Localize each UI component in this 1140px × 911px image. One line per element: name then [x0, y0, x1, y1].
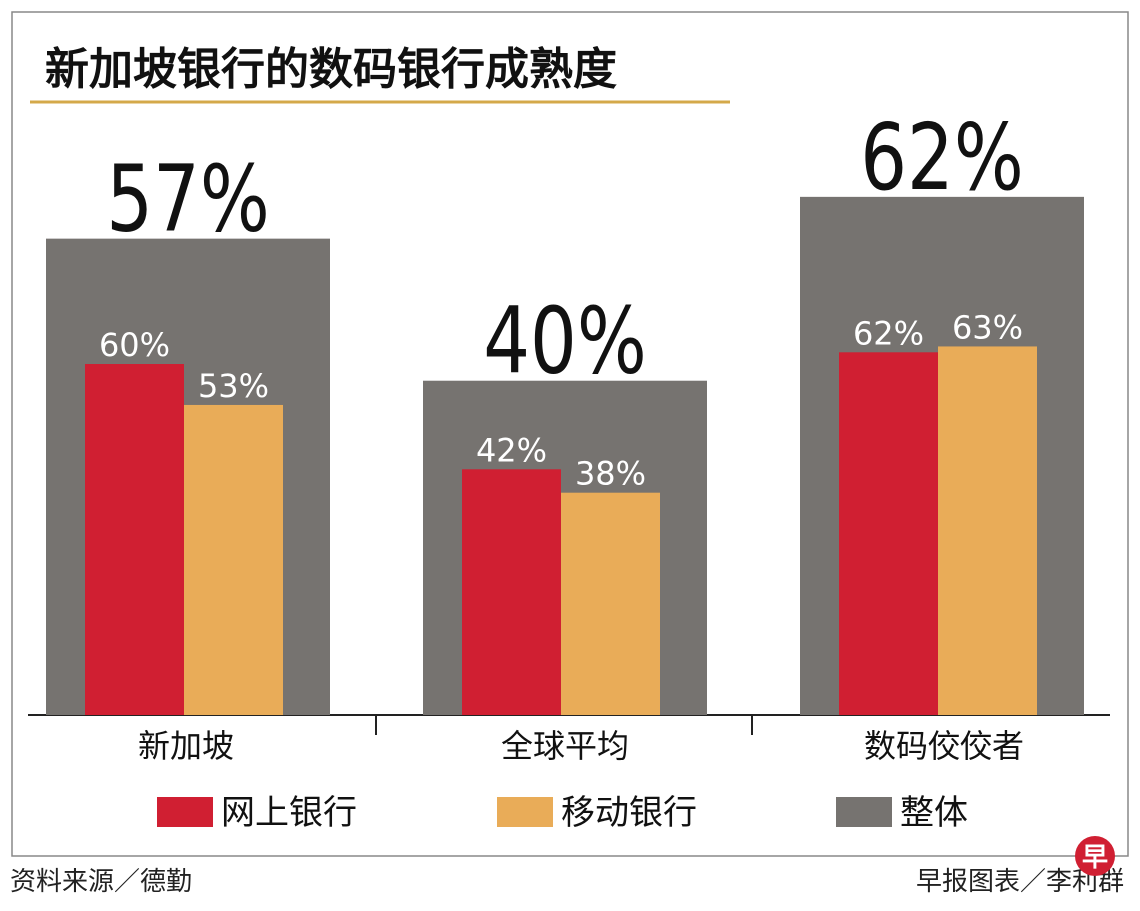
source: 资料来源／德勤 [10, 867, 192, 897]
total-label: 62% [860, 104, 1024, 211]
logo: 早 [1082, 843, 1108, 873]
chart-title: 新加坡银行的数码银行成熟度 [45, 44, 617, 95]
bar [184, 404, 283, 715]
value-label: 42% [476, 431, 547, 469]
bar [839, 352, 938, 715]
bar [938, 346, 1037, 715]
legend-label: 整体 [900, 793, 968, 833]
frame [11, 11, 1129, 857]
value-label: 62% [853, 314, 924, 352]
legend-swatch [497, 797, 553, 827]
value-label: 53% [198, 367, 269, 405]
legend-label: 网上银行 [221, 793, 357, 833]
legend-swatch [836, 797, 892, 827]
legend-swatch [157, 797, 213, 827]
bar [85, 364, 184, 715]
value-label: 63% [952, 308, 1023, 346]
bar [462, 469, 561, 715]
total-label: 57% [106, 146, 270, 253]
bar [561, 492, 660, 715]
value-label: 60% [99, 326, 170, 364]
x-tick-label: 新加坡 [138, 727, 234, 765]
logo-badge [1075, 836, 1115, 876]
total-label: 40% [483, 288, 647, 395]
value-label: 38% [575, 455, 646, 493]
legend-label: 移动银行 [561, 793, 697, 833]
x-tick-label: 全球平均 [501, 727, 629, 765]
x-tick-label: 数码佼佼者 [864, 727, 1024, 765]
